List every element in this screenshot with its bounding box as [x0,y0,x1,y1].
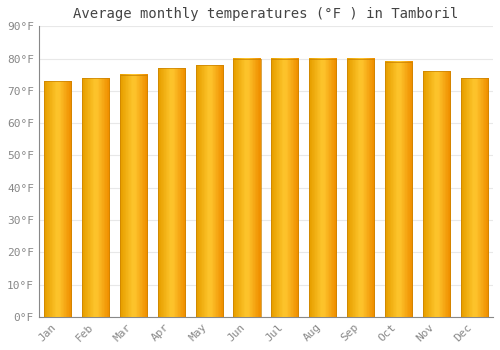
Bar [385,62,412,317]
Bar [158,68,185,317]
Bar [309,58,336,317]
Bar [271,58,298,317]
Bar [120,75,147,317]
Bar [460,78,488,317]
Bar [44,81,72,317]
Bar [422,71,450,317]
Bar [196,65,223,317]
Title: Average monthly temperatures (°F ) in Tamboril: Average monthly temperatures (°F ) in Ta… [74,7,458,21]
Bar [234,58,260,317]
Bar [82,78,109,317]
Bar [347,58,374,317]
